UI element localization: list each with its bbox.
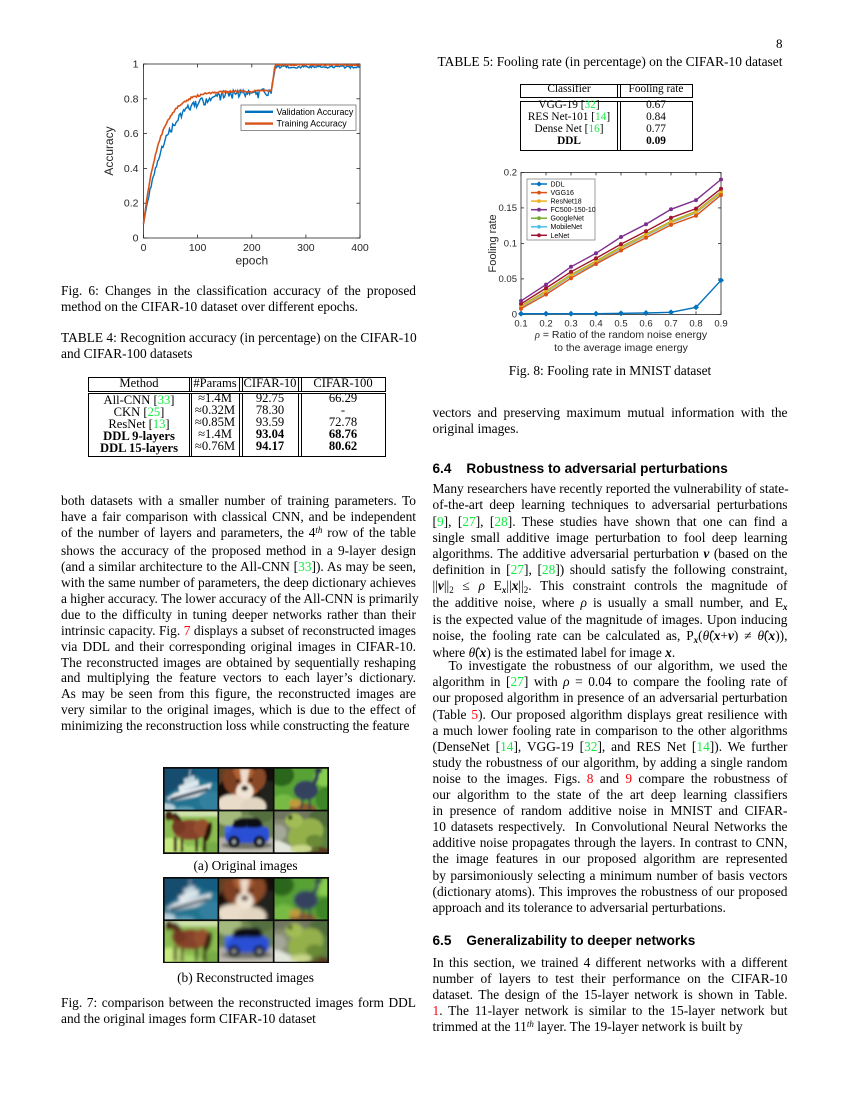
svg-text:0.8: 0.8 <box>124 93 139 105</box>
svg-text:0.5: 0.5 <box>614 318 627 329</box>
svg-text:ResNet18: ResNet18 <box>551 199 582 206</box>
svg-text:epoch: epoch <box>235 254 268 268</box>
svg-text:Validation Accuracy: Validation Accuracy <box>277 107 354 117</box>
svg-text:Accuracy: Accuracy <box>102 126 116 175</box>
svg-text:Training Accuracy: Training Accuracy <box>277 119 348 129</box>
svg-text:0.15: 0.15 <box>499 203 518 214</box>
svg-text:200: 200 <box>243 242 261 254</box>
svg-text:GoogleNet: GoogleNet <box>551 216 585 223</box>
svg-text:DDL: DDL <box>551 182 565 189</box>
svg-text:300: 300 <box>297 242 315 254</box>
svg-text:400: 400 <box>351 242 369 254</box>
svg-text:0.4: 0.4 <box>124 163 139 175</box>
svg-text:0: 0 <box>133 233 139 245</box>
svg-text:to the average image energy: to the average image energy <box>554 342 688 354</box>
svg-text:0.05: 0.05 <box>499 274 518 285</box>
svg-text:ρ = Ratio of the random noise: ρ = Ratio of the random noise energy <box>534 329 708 341</box>
svg-text:MobileNet: MobileNet <box>551 224 583 231</box>
svg-text:LeNet: LeNet <box>551 233 570 240</box>
svg-text:0: 0 <box>512 310 517 321</box>
svg-text:0.2: 0.2 <box>539 318 552 329</box>
svg-text:0.6: 0.6 <box>124 128 139 140</box>
svg-text:0.1: 0.1 <box>504 239 517 250</box>
svg-text:0.4: 0.4 <box>589 318 602 329</box>
svg-text:0.9: 0.9 <box>714 318 727 329</box>
svg-text:VGG16: VGG16 <box>551 190 574 197</box>
svg-text:FC500-150-10: FC500-150-10 <box>551 207 596 214</box>
svg-text:Fooling rate: Fooling rate <box>487 214 499 272</box>
svg-text:0.6: 0.6 <box>639 318 652 329</box>
svg-text:0.8: 0.8 <box>689 318 702 329</box>
svg-text:0.1: 0.1 <box>514 318 527 329</box>
svg-text:100: 100 <box>189 242 207 254</box>
svg-text:0.7: 0.7 <box>664 318 677 329</box>
svg-text:0.3: 0.3 <box>564 318 577 329</box>
svg-text:1: 1 <box>133 59 139 71</box>
svg-text:0: 0 <box>141 242 147 254</box>
svg-text:0.2: 0.2 <box>504 168 517 179</box>
svg-text:0.2: 0.2 <box>124 198 139 210</box>
